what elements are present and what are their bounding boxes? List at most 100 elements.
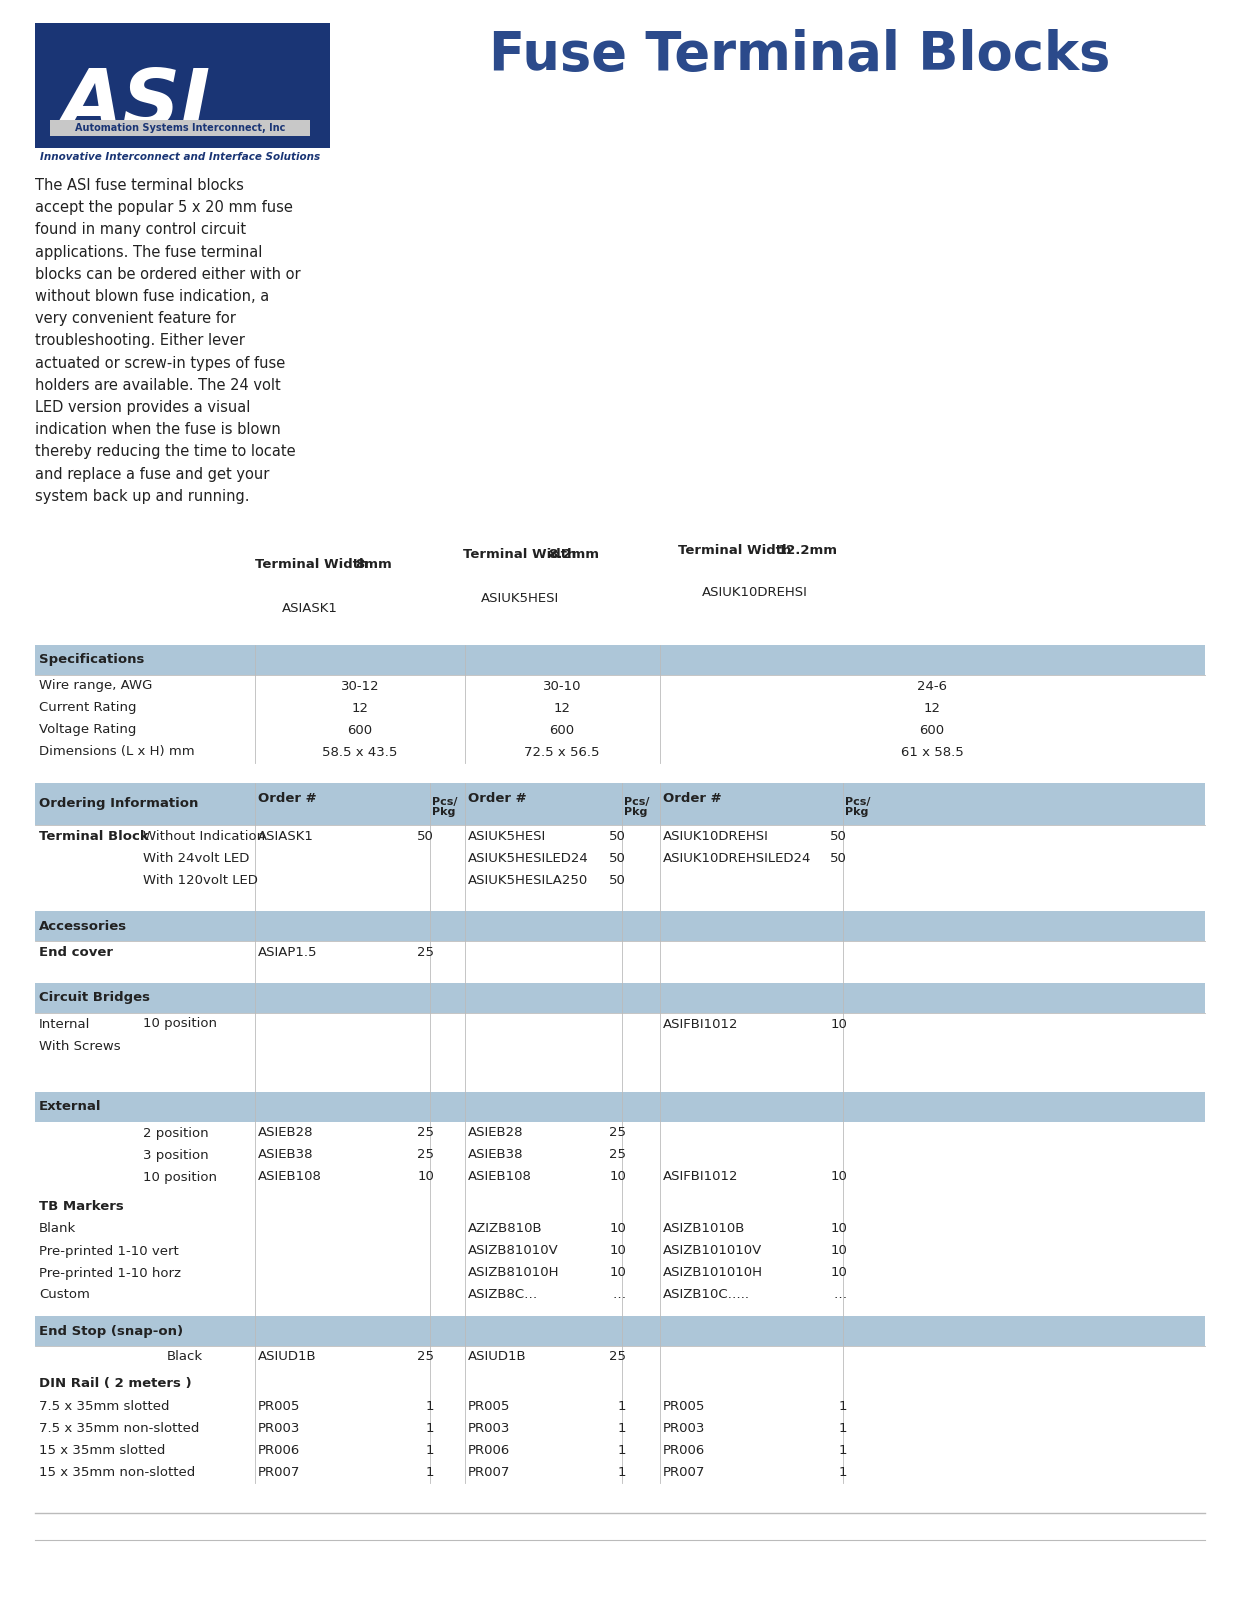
- FancyBboxPatch shape: [255, 645, 465, 675]
- Text: ASIUK10DREHSI: ASIUK10DREHSI: [663, 829, 769, 843]
- Text: 8.2mm: 8.2mm: [548, 549, 599, 562]
- Text: ASIASK1: ASIASK1: [282, 602, 338, 614]
- Text: 30-12: 30-12: [340, 680, 380, 693]
- Text: 12: 12: [351, 701, 369, 715]
- Text: Terminal Width: Terminal Width: [255, 558, 369, 571]
- Text: 10: 10: [609, 1267, 626, 1280]
- Text: Pre-printed 1-10 horz: Pre-printed 1-10 horz: [40, 1267, 181, 1280]
- Text: 50: 50: [609, 829, 626, 843]
- Text: With Screws: With Screws: [40, 1040, 121, 1053]
- Text: 1: 1: [839, 1400, 847, 1413]
- Text: ASIEB108: ASIEB108: [468, 1171, 532, 1184]
- Text: ASIUD1B: ASIUD1B: [468, 1350, 527, 1363]
- FancyBboxPatch shape: [661, 1315, 1205, 1346]
- Text: 1: 1: [839, 1466, 847, 1478]
- Text: Without Indication: Without Indication: [143, 829, 265, 843]
- Text: Terminal Width: Terminal Width: [463, 549, 576, 562]
- Text: ASIZB101010V: ASIZB101010V: [663, 1245, 762, 1258]
- FancyBboxPatch shape: [661, 782, 1205, 826]
- FancyBboxPatch shape: [255, 782, 465, 826]
- Text: 50: 50: [609, 851, 626, 864]
- Text: With 24volt LED: With 24volt LED: [143, 851, 250, 864]
- Text: 12: 12: [924, 701, 940, 715]
- Text: PR007: PR007: [468, 1466, 511, 1478]
- Text: 25: 25: [417, 946, 434, 958]
- FancyBboxPatch shape: [661, 1091, 1205, 1122]
- Text: 50: 50: [609, 874, 626, 886]
- Text: Custom: Custom: [40, 1288, 90, 1301]
- Text: 25: 25: [609, 1350, 626, 1363]
- Text: ASIFBI1012: ASIFBI1012: [663, 1018, 738, 1030]
- Text: 600: 600: [919, 723, 945, 736]
- Text: ASIFBI1012: ASIFBI1012: [663, 1171, 738, 1184]
- Text: 61 x 58.5: 61 x 58.5: [901, 746, 964, 758]
- FancyBboxPatch shape: [661, 910, 1205, 941]
- Text: ASIEB28: ASIEB28: [468, 1126, 523, 1139]
- Text: Pre-printed 1-10 vert: Pre-printed 1-10 vert: [40, 1245, 179, 1258]
- Text: ASIEB28: ASIEB28: [259, 1126, 313, 1139]
- Text: 1: 1: [426, 1400, 434, 1413]
- Text: The ASI fuse terminal blocks
accept the popular 5 x 20 mm fuse
found in many con: The ASI fuse terminal blocks accept the …: [35, 178, 301, 504]
- Text: ASIEB38: ASIEB38: [468, 1149, 523, 1162]
- Text: 50: 50: [830, 829, 847, 843]
- Text: Circuit Bridges: Circuit Bridges: [40, 992, 150, 1005]
- Text: Pcs/
Pkg: Pcs/ Pkg: [432, 797, 458, 818]
- Text: …: …: [834, 1288, 847, 1301]
- Text: 10: 10: [609, 1245, 626, 1258]
- Text: 1: 1: [426, 1466, 434, 1478]
- Text: TB Markers: TB Markers: [40, 1200, 124, 1213]
- Text: 1: 1: [617, 1443, 626, 1456]
- Text: PR006: PR006: [259, 1443, 301, 1456]
- Text: PR003: PR003: [259, 1421, 301, 1435]
- Text: 10: 10: [609, 1222, 626, 1235]
- Text: 1: 1: [839, 1443, 847, 1456]
- Text: Black: Black: [167, 1350, 203, 1363]
- Text: 50: 50: [830, 851, 847, 864]
- Text: ASIZB8C…: ASIZB8C…: [468, 1288, 538, 1301]
- Text: ASIZB10C…..: ASIZB10C…..: [663, 1288, 750, 1301]
- Text: ASIZB81010V: ASIZB81010V: [468, 1245, 559, 1258]
- Text: 600: 600: [549, 723, 574, 736]
- Text: …: …: [612, 1288, 626, 1301]
- Text: ASIEB108: ASIEB108: [259, 1171, 322, 1184]
- Text: 15 x 35mm non-slotted: 15 x 35mm non-slotted: [40, 1466, 195, 1478]
- Text: Current Rating: Current Rating: [40, 701, 136, 715]
- Text: ASIZB101010H: ASIZB101010H: [663, 1267, 763, 1280]
- Text: ASIZB81010H: ASIZB81010H: [468, 1267, 559, 1280]
- Text: 25: 25: [417, 1126, 434, 1139]
- Text: Order #: Order #: [259, 792, 317, 805]
- Text: 30-10: 30-10: [543, 680, 581, 693]
- FancyBboxPatch shape: [465, 982, 661, 1013]
- FancyBboxPatch shape: [465, 782, 661, 826]
- Text: With 120volt LED: With 120volt LED: [143, 874, 257, 886]
- Text: ASIZB1010B: ASIZB1010B: [663, 1222, 746, 1235]
- Text: 72.5 x 56.5: 72.5 x 56.5: [524, 746, 600, 758]
- Text: 58.5 x 43.5: 58.5 x 43.5: [323, 746, 397, 758]
- Text: 10 position: 10 position: [143, 1018, 216, 1030]
- Text: 600: 600: [348, 723, 372, 736]
- Text: ASI: ASI: [59, 66, 210, 144]
- Text: Voltage Rating: Voltage Rating: [40, 723, 136, 736]
- Text: Pcs/
Pkg: Pcs/ Pkg: [623, 797, 649, 818]
- FancyBboxPatch shape: [255, 1315, 465, 1346]
- Text: Terminal Width: Terminal Width: [678, 544, 792, 557]
- Text: Internal: Internal: [40, 1018, 90, 1030]
- Text: 12: 12: [553, 701, 570, 715]
- Text: PR003: PR003: [468, 1421, 511, 1435]
- Text: 10: 10: [609, 1171, 626, 1184]
- Text: 10: 10: [830, 1267, 847, 1280]
- Text: 10: 10: [830, 1018, 847, 1030]
- FancyBboxPatch shape: [465, 645, 661, 675]
- Text: ASIASK1: ASIASK1: [259, 829, 314, 843]
- Text: 1: 1: [617, 1466, 626, 1478]
- Text: 50: 50: [417, 829, 434, 843]
- FancyBboxPatch shape: [35, 910, 255, 941]
- Text: External: External: [40, 1101, 101, 1114]
- FancyBboxPatch shape: [35, 982, 255, 1013]
- Text: End cover: End cover: [40, 946, 113, 958]
- Text: Order #: Order #: [468, 792, 527, 805]
- Text: PR006: PR006: [663, 1443, 705, 1456]
- Text: 3 position: 3 position: [143, 1149, 209, 1162]
- FancyBboxPatch shape: [35, 645, 255, 675]
- Text: PR005: PR005: [663, 1400, 705, 1413]
